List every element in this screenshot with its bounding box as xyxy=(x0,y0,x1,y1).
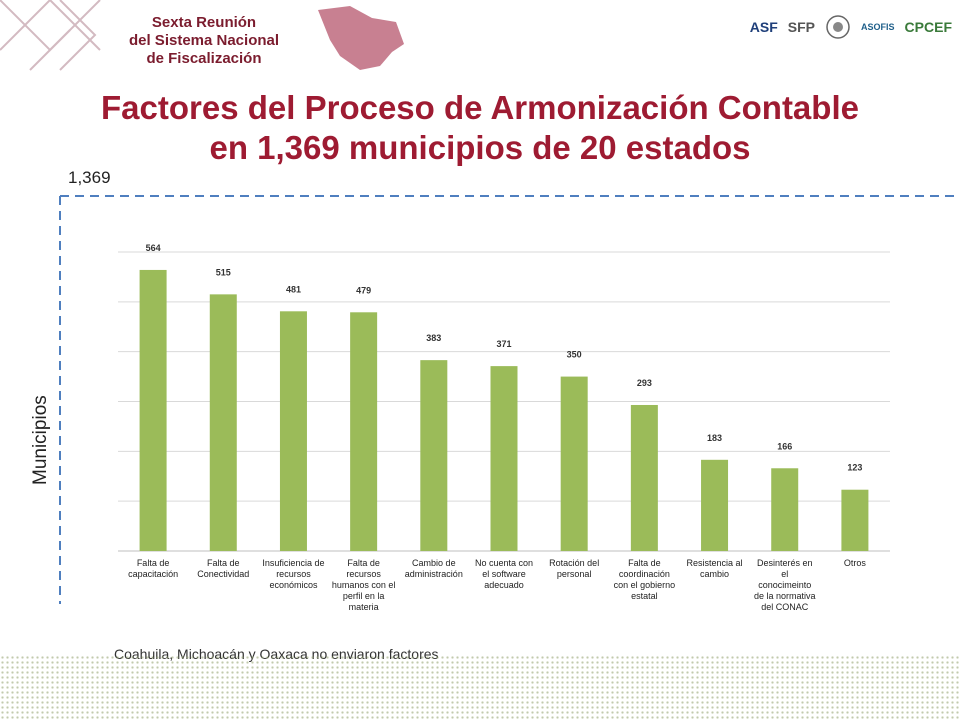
x-tick-label: Falta de Conectividad xyxy=(197,558,249,579)
data-label: 371 xyxy=(496,339,511,349)
data-label: 383 xyxy=(426,333,441,343)
x-tick-label: Resistencia al cambio xyxy=(687,558,743,579)
data-label: 564 xyxy=(146,243,161,253)
x-tick-label: Falta de coordinación con el gobierno estat… xyxy=(614,558,676,601)
decorative-dot-band xyxy=(0,655,960,720)
event-title: Sexta Reunión del Sistema Nacional de Fi… xyxy=(128,14,280,67)
slide-title-line1: Factores del Proceso de Armonización Con… xyxy=(101,89,859,126)
bar xyxy=(490,366,518,551)
bar xyxy=(630,404,658,551)
bar xyxy=(420,360,448,551)
x-tick-label: Rotación del personal xyxy=(549,558,599,579)
x-tick-label: Cambio de administración xyxy=(405,558,463,579)
data-label: 481 xyxy=(286,284,301,294)
partner-logos: ASF SFP ASOFIS CPCEF xyxy=(750,14,952,40)
bar xyxy=(560,376,588,551)
mexico-map-logo xyxy=(0,0,404,71)
slide-title-line2: en 1,369 municipios de 20 estados xyxy=(209,129,751,166)
bar xyxy=(350,312,378,551)
total-municipios-label: 1,369 xyxy=(68,168,111,187)
bar xyxy=(139,269,167,551)
cpcef-logo: CPCEF xyxy=(904,19,952,35)
data-label: 350 xyxy=(567,350,582,360)
data-label: 515 xyxy=(216,267,231,277)
bar xyxy=(279,311,307,551)
bar xyxy=(701,459,729,551)
mexico-seal-icon xyxy=(825,14,851,40)
bar xyxy=(209,294,237,551)
x-tick-label: Otros xyxy=(844,558,867,568)
bar xyxy=(841,489,869,551)
bar xyxy=(771,468,799,551)
x-tick-label: No cuenta con el software adecuado xyxy=(475,558,533,590)
data-label: 293 xyxy=(637,378,652,388)
data-label: 183 xyxy=(707,433,722,443)
x-tick-label: Falta de capacitación xyxy=(128,558,178,579)
asf-logo: ASF xyxy=(749,19,778,35)
header: Sexta Reunión del Sistema Nacional de Fi… xyxy=(0,0,960,82)
x-tick-label: Falta de recursos humanos con el perfil en … xyxy=(332,558,396,612)
data-label: 479 xyxy=(356,285,371,295)
asofis-logo: ASOFIS xyxy=(861,22,895,32)
slide-title: Factores del Proceso de Armonización Con… xyxy=(0,88,960,168)
data-label: 166 xyxy=(777,441,792,451)
x-tick-label: Desinterés en el conocimeinto de la normati… xyxy=(754,558,816,612)
data-label: 123 xyxy=(847,463,862,473)
sfp-logo: SFP xyxy=(787,19,816,35)
x-tick-label: Insuficiencia de recursos económicos xyxy=(262,558,324,590)
